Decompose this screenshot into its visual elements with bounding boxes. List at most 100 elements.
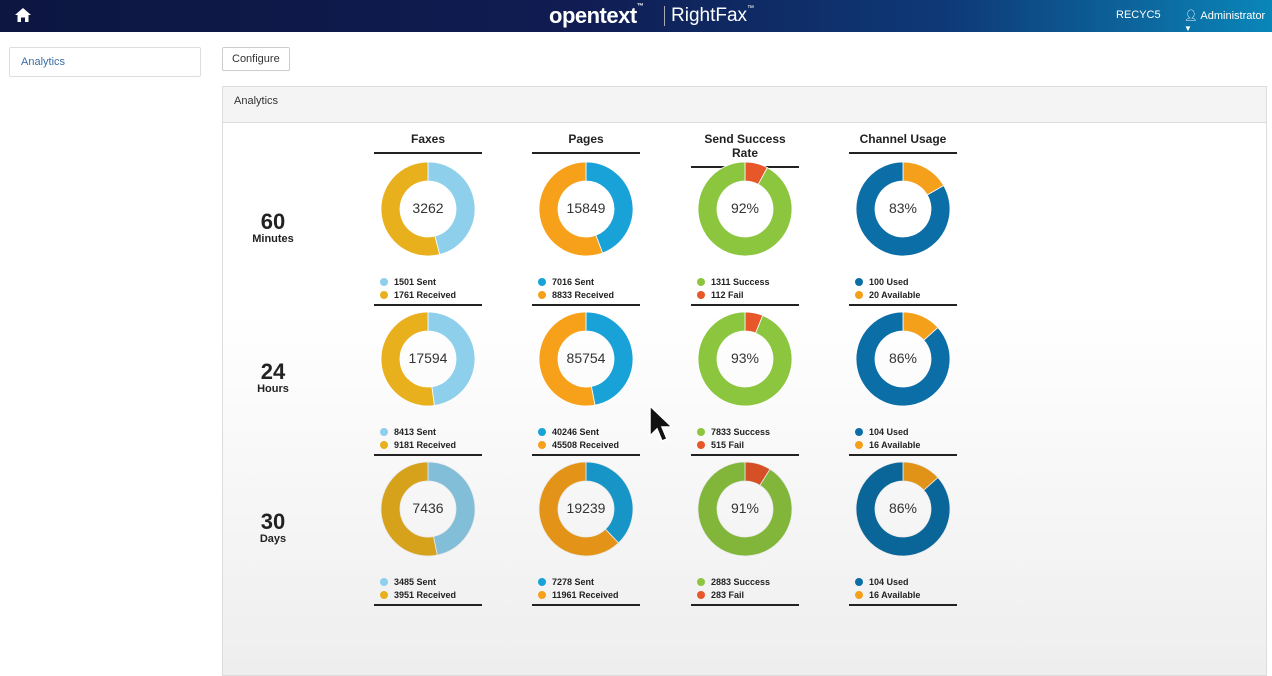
legend-label: 3485 Sent: [394, 577, 437, 587]
legend-dot-icon: [855, 591, 863, 599]
legend-label: 16 Available: [869, 590, 921, 600]
legend-dot-icon: [380, 291, 388, 299]
donut-chart[interactable]: [378, 459, 478, 559]
legend-label: 104 Used: [869, 427, 909, 437]
donut-segment-pages-sent[interactable]: [585, 311, 634, 406]
caret-down-icon: ▼: [1184, 24, 1192, 33]
donut-chart[interactable]: [536, 459, 636, 559]
donut-chart[interactable]: [695, 459, 795, 559]
legend-dot-icon: [855, 578, 863, 586]
panel-title: Analytics: [223, 87, 1266, 123]
legend-item: 8413 Sent: [380, 426, 482, 439]
donut-segment-faxes-received[interactable]: [380, 311, 435, 407]
legend-label: 112 Fail: [711, 290, 744, 300]
donut-chart[interactable]: [536, 309, 636, 409]
legend-item: 7833 Success: [697, 426, 799, 439]
donut-segment-success[interactable]: [697, 311, 793, 407]
legend-dot-icon: [538, 428, 546, 436]
legend-label: 1501 Sent: [394, 277, 437, 287]
donut-chart[interactable]: [378, 309, 478, 409]
legend-label: 20 Available: [869, 290, 921, 300]
legend-dot-icon: [538, 441, 546, 449]
mouse-cursor-icon: [649, 404, 674, 442]
donut-segment-used[interactable]: [855, 161, 951, 257]
row-label: 60 Minutes: [243, 209, 303, 246]
legend-dot-icon: [697, 591, 705, 599]
donut-segment-used[interactable]: [855, 461, 951, 557]
row-number: 60: [260, 209, 286, 234]
user-menu[interactable]: 👤︎ Administrator ▼: [1184, 9, 1272, 34]
donut-chart[interactable]: [695, 309, 795, 409]
legend: 1311 Success 112 Fail: [691, 276, 799, 306]
donut-center-value: 86%: [888, 350, 918, 366]
donut-segment-faxes-sent[interactable]: [427, 161, 476, 256]
legend-item: 100 Used: [855, 276, 957, 289]
donut-segment-pages-received[interactable]: [538, 461, 620, 557]
legend-item: 11961 Received: [538, 589, 640, 602]
legend-item: 16 Available: [855, 439, 957, 452]
user-icon: 👤︎: [1184, 10, 1198, 22]
legend-dot-icon: [697, 578, 705, 586]
legend-dot-icon: [538, 578, 546, 586]
legend-dot-icon: [538, 591, 546, 599]
donut-center-value: 92%: [730, 200, 760, 216]
legend: 7833 Success 515 Fail: [691, 426, 799, 456]
product-tm: ™: [747, 5, 755, 12]
donut-segment-pages-received[interactable]: [538, 161, 604, 257]
brand-tm: ™: [636, 3, 644, 10]
home-icon[interactable]: [14, 6, 32, 24]
legend-item: 2883 Success: [697, 576, 799, 589]
legend-label: 1761 Received: [394, 290, 457, 300]
legend-item: 40246 Sent: [538, 426, 640, 439]
donut-segment-success[interactable]: [697, 161, 793, 257]
donut-chart[interactable]: [853, 309, 953, 409]
donut-center-value: 3262: [412, 200, 444, 216]
legend-label: 45508 Received: [552, 440, 620, 450]
donut-segment-pages-received[interactable]: [538, 311, 596, 407]
donut-segment-pages-sent[interactable]: [585, 161, 634, 254]
legend-item: 45508 Received: [538, 439, 640, 452]
legend-item: 1311 Success: [697, 276, 799, 289]
donut-chart[interactable]: [695, 159, 795, 259]
legend-item: 515 Fail: [697, 439, 799, 452]
legend-item: 3485 Sent: [380, 576, 482, 589]
donut-center-value: 86%: [888, 500, 918, 516]
donut-segment-faxes-sent[interactable]: [427, 311, 476, 407]
legend-label: 7016 Sent: [552, 277, 595, 287]
legend-label: 515 Fail: [711, 440, 745, 450]
legend-dot-icon: [855, 441, 863, 449]
legend: 7278 Sent 11961 Received: [532, 576, 640, 606]
row-number: 24: [260, 359, 286, 384]
legend-item: 7278 Sent: [538, 576, 640, 589]
donut-chart[interactable]: [853, 459, 953, 559]
legend-item: 1761 Received: [380, 289, 482, 302]
donut-segment-faxes-sent[interactable]: [427, 461, 476, 556]
donut-segment-success[interactable]: [697, 461, 793, 557]
donut-center-value: 19239: [566, 500, 606, 516]
legend-dot-icon: [538, 278, 546, 286]
donut-segment-faxes-received[interactable]: [380, 461, 438, 557]
legend-dot-icon: [380, 278, 388, 286]
row-label: 30 Days: [243, 511, 303, 546]
donut-chart[interactable]: [853, 159, 953, 259]
legend: 8413 Sent 9181 Received: [374, 426, 482, 456]
configure-button[interactable]: Configure: [222, 47, 290, 71]
row-unit: Hours: [257, 383, 289, 395]
legend-label: 100 Used: [869, 277, 909, 287]
legend-dot-icon: [380, 441, 388, 449]
donut-segment-faxes-received[interactable]: [380, 161, 441, 257]
donut-segment-used[interactable]: [855, 311, 951, 407]
legend-label: 40246 Sent: [552, 427, 600, 437]
sidebar-item-analytics[interactable]: Analytics: [9, 47, 201, 77]
row-label: 24 Hours: [243, 359, 303, 396]
server-name[interactable]: RECYC5: [1116, 9, 1161, 21]
legend-item: 1501 Sent: [380, 276, 482, 289]
legend: 3485 Sent 3951 Received: [374, 576, 482, 606]
legend-label: 8833 Received: [552, 290, 615, 300]
legend-label: 1311 Success: [711, 277, 770, 287]
product-label: RightFax: [671, 5, 748, 26]
donut-chart[interactable]: [378, 159, 478, 259]
legend: 104 Used 16 Available: [849, 576, 957, 606]
donut-center-value: 91%: [730, 500, 760, 516]
donut-chart[interactable]: [536, 159, 636, 259]
